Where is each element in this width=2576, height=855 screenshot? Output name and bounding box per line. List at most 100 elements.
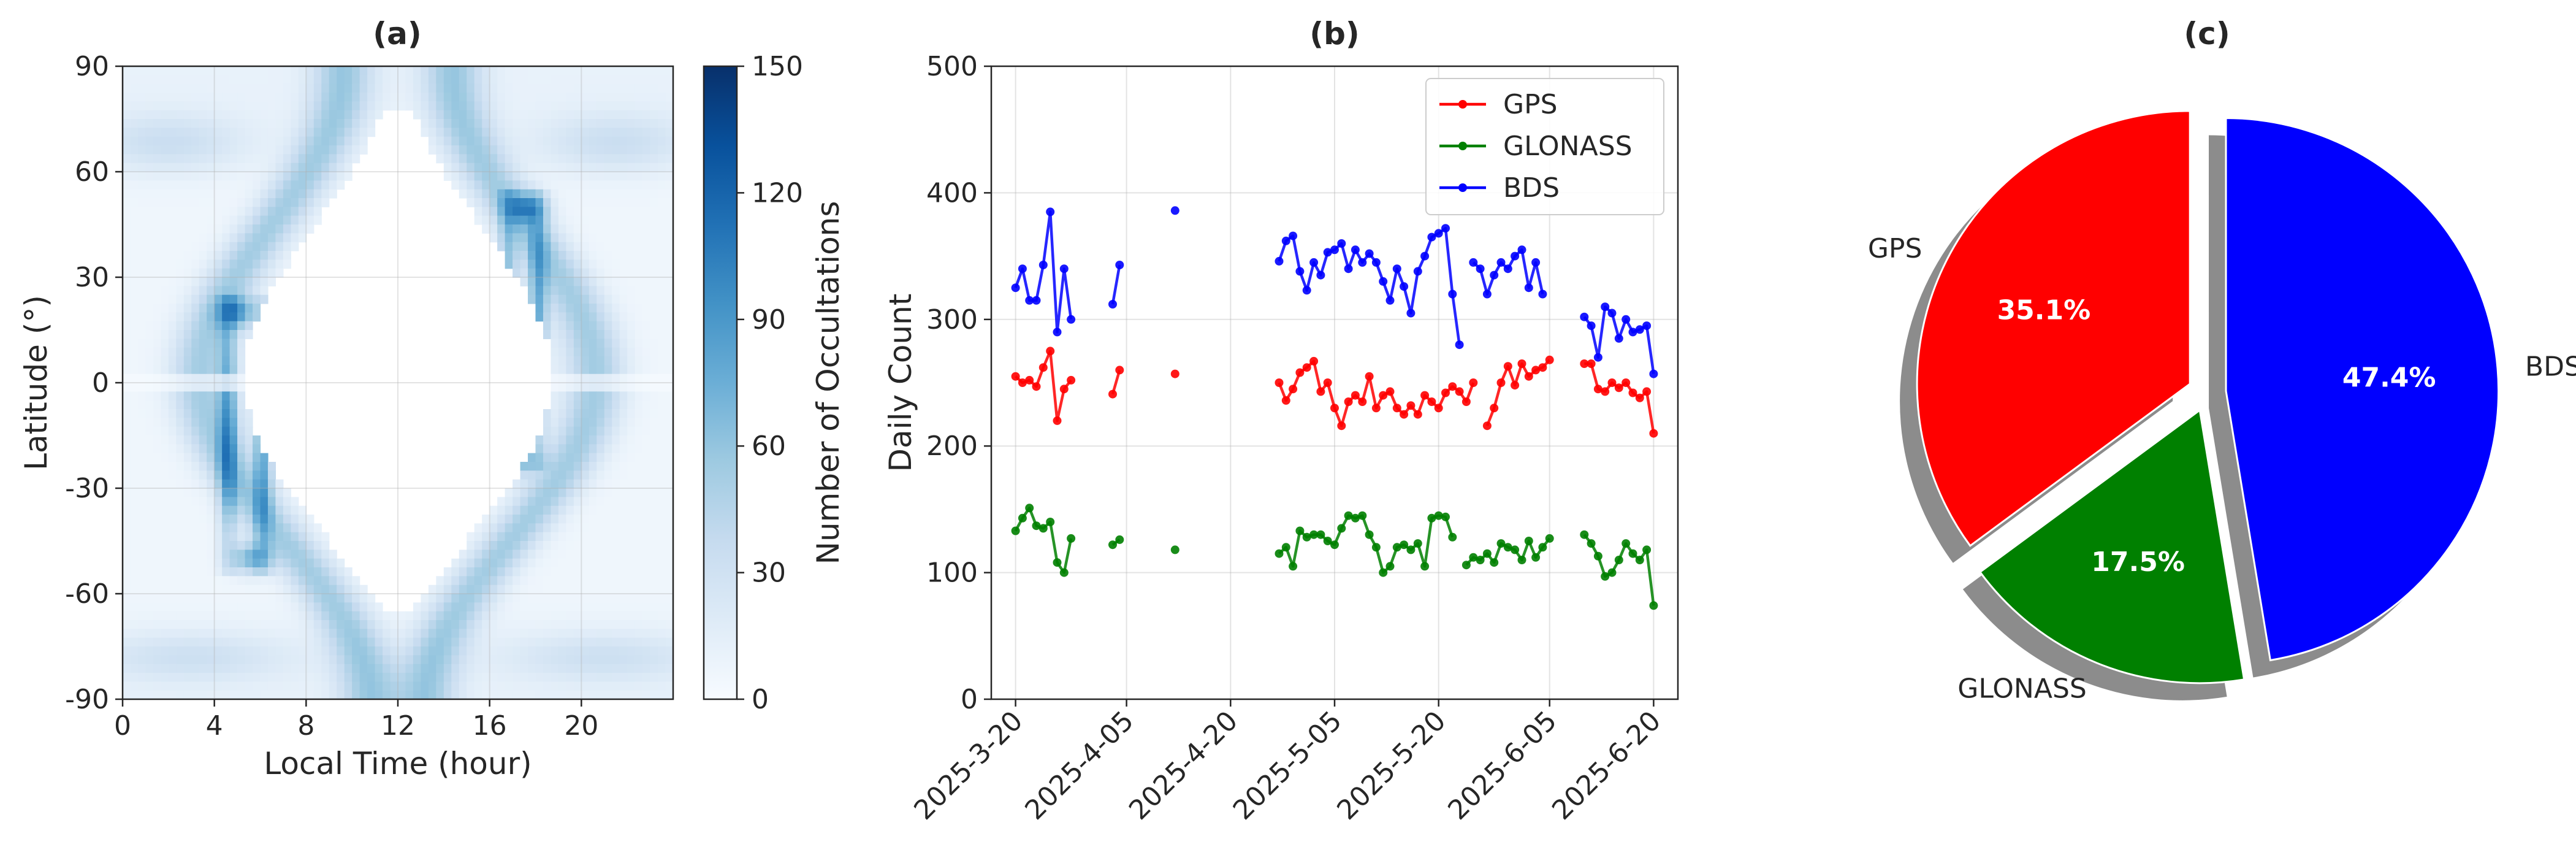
heatmap-cell: [665, 268, 674, 278]
heatmap-cell: [298, 75, 307, 85]
heatmap-cell: [267, 251, 276, 260]
heatmap-cell: [145, 180, 154, 190]
heatmap-cell: [306, 550, 314, 559]
heatmap-cell: [229, 418, 238, 428]
heatmap-cell: [474, 602, 482, 612]
colorbar-tick-label: 90: [752, 304, 786, 335]
heatmap-cell: [665, 83, 674, 93]
heatmap-cell: [168, 497, 177, 507]
heatmap-cell: [176, 655, 185, 665]
heatmap-cell: [513, 646, 521, 656]
heatmap-cell: [573, 312, 582, 322]
heatmap-cell: [191, 224, 200, 234]
heatmap-cell: [352, 83, 360, 93]
heatmap-cell: [337, 611, 345, 621]
heatmap-cell: [183, 681, 192, 691]
heatmap-cell: [245, 681, 253, 691]
heatmap-cell: [551, 207, 559, 217]
heatmap-cell: [229, 655, 238, 665]
heatmap-cell: [612, 356, 620, 366]
heatmap-cell: [214, 224, 223, 234]
heatmap-cell: [306, 523, 314, 533]
heatmap-cell: [191, 242, 200, 251]
heatmap-cell: [528, 242, 536, 251]
heatmap-cell: [191, 523, 200, 533]
heatmap-cell: [145, 93, 154, 102]
series-point-gps: [1420, 391, 1430, 400]
heatmap-cell: [313, 620, 322, 629]
heatmap-cell: [237, 145, 246, 155]
heatmap-cell: [627, 119, 636, 128]
heatmap-cell: [558, 294, 566, 304]
heatmap-cell: [359, 83, 368, 93]
heatmap-cell: [489, 189, 498, 199]
heatmap-cell: [137, 383, 147, 392]
heatmap-cell: [589, 128, 597, 137]
heatmap-cell: [535, 101, 544, 111]
heatmap-cell: [581, 576, 590, 586]
series-point-bds: [1448, 289, 1457, 299]
heatmap-cell: [344, 163, 352, 172]
heatmap-cell: [161, 505, 169, 515]
heatmap-cell: [489, 690, 498, 700]
heatmap-cell: [665, 637, 674, 647]
heatmap-cell: [658, 611, 666, 621]
heatmap-cell: [612, 145, 620, 155]
heatmap-cell: [267, 145, 276, 155]
heatmap-cell: [130, 365, 139, 375]
heatmap-cell: [558, 93, 566, 102]
series-point-glonass: [1621, 539, 1631, 548]
heatmap-cell: [245, 497, 253, 507]
heatmap-cell: [237, 523, 246, 533]
heatmap-cell: [627, 66, 636, 75]
heatmap-cell: [627, 637, 636, 647]
heatmap-cell: [443, 681, 452, 691]
heatmap-cell: [176, 673, 185, 682]
heatmap-cell: [145, 119, 154, 128]
heatmap-cell: [321, 110, 330, 120]
series-point-glonass: [1448, 532, 1457, 542]
heatmap-cell: [497, 558, 506, 568]
heatmap-cell: [619, 356, 628, 366]
heatmap-cell: [650, 347, 658, 357]
heatmap-cell: [161, 180, 169, 190]
heatmap-cell: [191, 690, 200, 700]
heatmap-cell: [275, 198, 284, 207]
heatmap-cell: [497, 215, 506, 225]
series-point-bds: [1406, 309, 1416, 318]
series-point-glonass: [1517, 556, 1526, 564]
heatmap-cell: [161, 374, 169, 383]
heatmap-cell: [658, 470, 666, 480]
heatmap-cell: [207, 110, 215, 120]
heatmap-cell: [183, 119, 192, 128]
heatmap-cell: [467, 75, 475, 85]
heatmap-cell: [612, 286, 620, 296]
heatmap-cell: [543, 567, 552, 577]
heatmap-cell: [207, 224, 215, 234]
heatmap-cell: [650, 66, 658, 75]
heatmap-cell: [253, 286, 261, 296]
heatmap-cell: [283, 83, 291, 93]
heatmap-cell: [665, 154, 674, 164]
heatmap-cell: [137, 532, 147, 542]
heatmap-cell: [497, 523, 506, 533]
heatmap-cell: [383, 629, 391, 638]
heatmap-cell: [520, 154, 528, 164]
heatmap-cell: [260, 163, 269, 172]
heatmap-cell: [467, 602, 475, 612]
heatmap-cell: [145, 83, 154, 93]
heatmap-cell: [222, 470, 231, 480]
heatmap-cell: [497, 550, 506, 559]
heatmap-cell: [337, 585, 345, 594]
heatmap-cell: [229, 620, 238, 629]
heatmap-cell: [535, 523, 544, 533]
heatmap-cell: [665, 409, 674, 418]
heatmap-cell: [260, 198, 269, 207]
heatmap-cell: [558, 576, 566, 586]
heatmap-cell: [513, 515, 521, 524]
series-point-glonass: [1531, 553, 1541, 562]
heatmap-cell: [183, 215, 192, 225]
heatmap-cell: [665, 145, 674, 155]
heatmap-cell: [123, 391, 131, 401]
heatmap-cell: [634, 453, 643, 462]
